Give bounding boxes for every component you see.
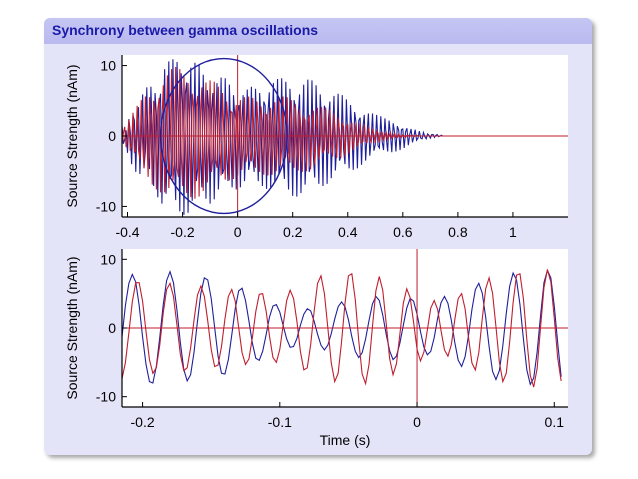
x-tick-label: 0.1 — [545, 414, 565, 430]
y-axis-label: Source Strength (nAm) — [64, 64, 80, 207]
y-tick-label: 10 — [100, 58, 116, 74]
y-tick-label: 0 — [108, 128, 116, 144]
x-tick-label: 1 — [509, 224, 517, 240]
x-tick-label: -0.4 — [115, 224, 139, 240]
frame-title-bar: Synchrony between gamma oscillations — [44, 18, 592, 44]
chart-top-panel: -0.4 -0.2 0 0.2 0.4 0.6 0.8 1 -10 0 10 Source Stren… — [64, 55, 568, 240]
x-tick-label: 0.8 — [448, 224, 468, 240]
y-tick-label: -10 — [96, 198, 116, 214]
x-tick-label: -0.1 — [268, 414, 292, 430]
y-axis-label: Source Strength (nAm) — [64, 256, 80, 399]
series-line-blue — [122, 268, 562, 386]
x-axis-label: Time (s) — [320, 432, 371, 448]
x-tick-label: 0.2 — [283, 224, 303, 240]
x-tick-label: -0.2 — [171, 224, 195, 240]
x-tick-label: -0.2 — [131, 414, 155, 430]
x-tick-label: 0.4 — [338, 224, 358, 240]
series-line-red — [122, 269, 562, 388]
x-tick-label: 0.6 — [393, 224, 413, 240]
x-tick-label: 0 — [234, 224, 242, 240]
frame-title: Synchrony between gamma oscillations — [52, 22, 319, 38]
highlight-ellipse — [159, 57, 288, 215]
y-tick-label: -10 — [96, 389, 116, 405]
x-tick-label: 0 — [413, 414, 421, 430]
y-tick-label: 10 — [100, 251, 116, 267]
chart-bottom-panel: -0.2 -0.1 0 0.1 -10 0 10 Source Strength (nAm) T… — [64, 249, 568, 448]
y-tick-label: 0 — [108, 320, 116, 336]
